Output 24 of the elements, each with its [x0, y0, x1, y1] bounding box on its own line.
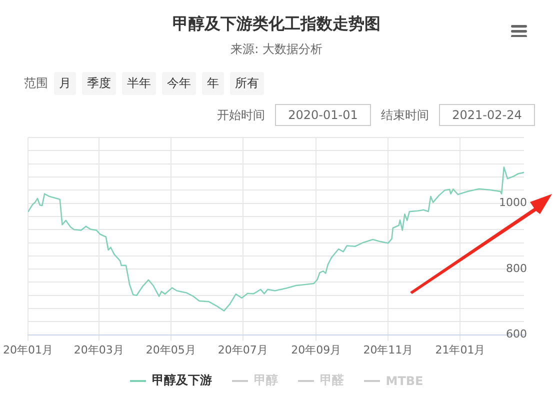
x-tick-label: 20年05月: [146, 343, 196, 356]
x-tick-label: 20年03月: [74, 343, 124, 356]
text: 范围: [24, 75, 48, 92]
x-tick-label: 20年01月: [2, 343, 53, 356]
x-tick-label: 20年11月: [363, 343, 414, 356]
text: 2021-02-24: [439, 104, 535, 126]
text: 2020-01-01: [275, 104, 371, 126]
text: 月: [54, 72, 76, 95]
text: 结束时间: [381, 106, 429, 124]
legend-label: 甲醇及下游: [150, 372, 212, 389]
x-tick-label: 21年01月: [435, 343, 486, 356]
x-tick-label: 20年09月: [291, 343, 342, 356]
text: 年: [202, 72, 224, 95]
chart-title: 甲醇及下游类化工指数走势图: [172, 14, 382, 35]
text: 半年: [122, 72, 156, 95]
y-tick-label: 600: [506, 328, 527, 341]
text: 今年: [162, 72, 196, 95]
text: 季度: [82, 72, 116, 95]
x-tick-label: 20年07月: [218, 343, 268, 356]
text: 所有: [230, 72, 264, 95]
y-tick-label: 800: [506, 262, 527, 275]
y-tick-label: 1000: [499, 196, 527, 210]
chart-subtitle: 来源: 大数据分析: [230, 41, 324, 58]
text: 开始时间: [217, 106, 265, 124]
